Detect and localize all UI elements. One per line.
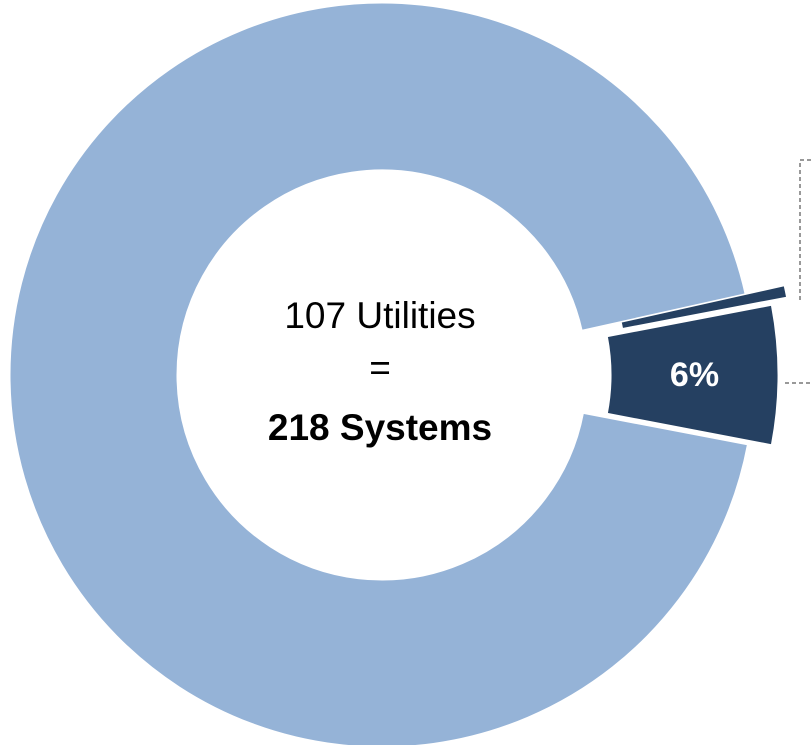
callout-lines xyxy=(785,159,811,384)
slice xyxy=(606,304,779,446)
center-text: 107 Utilities xyxy=(284,295,475,336)
slices xyxy=(9,2,788,745)
callout-line xyxy=(799,159,811,300)
slice xyxy=(620,285,788,330)
value-label: 6% xyxy=(670,356,719,394)
slice xyxy=(9,2,748,745)
center-text: 218 Systems xyxy=(268,407,492,448)
center-text: = xyxy=(369,347,391,388)
